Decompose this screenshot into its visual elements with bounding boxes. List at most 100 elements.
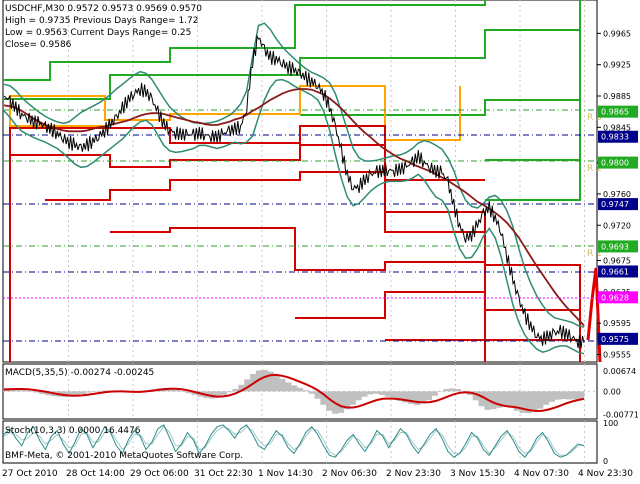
time-tick-label: 2 Nov 06:30 — [322, 469, 377, 479]
price-line — [3, 34, 585, 349]
info-header: USDCHF,M30 0.9572 0.9573 0.9569 0.9570 H… — [5, 4, 202, 50]
time-tick-label: 27 Oct 2010 — [2, 469, 58, 479]
time-tick-label: 4 Nov 23:30 — [578, 469, 633, 479]
macd-bar — [566, 391, 573, 400]
macd-tick-label: 0.00 — [603, 387, 621, 396]
macd-axis: 0.00674 0.00 -0.00771 — [603, 367, 639, 419]
macd-bar — [191, 391, 198, 395]
macd-bar — [68, 391, 75, 397]
price-tick-label: 0.9555 — [603, 351, 631, 360]
macd-bar — [255, 370, 263, 392]
macd-tick-label: -0.00771 — [603, 410, 639, 419]
macd-bar — [431, 391, 438, 396]
macd-bar — [232, 388, 239, 392]
price-tick-label: 0.9720 — [603, 221, 631, 230]
macd-bar — [449, 388, 456, 392]
macd-bar — [302, 390, 309, 392]
moving-average — [3, 88, 585, 327]
price-tick-label: 0.9595 — [603, 319, 631, 328]
stoch-main-line — [3, 424, 585, 458]
time-tick-label: 2 Nov 23:30 — [386, 469, 441, 479]
macd-bar — [74, 391, 81, 396]
red-projection — [586, 267, 602, 363]
stoch-signal-line — [3, 426, 585, 456]
stoch-grid — [68, 421, 585, 463]
main-panel-border — [2, 0, 598, 363]
info-line-high: High = 0.9735 Previous Days Range= 1.72 — [5, 16, 198, 26]
price-box — [598, 332, 638, 345]
macd-bar — [367, 391, 374, 395]
macd-bar — [285, 382, 292, 392]
macd-bar — [21, 390, 28, 392]
macd-bar — [560, 391, 567, 400]
macd-bar — [320, 391, 327, 405]
time-tick-label: 1 Nov 14:30 — [258, 469, 313, 479]
price-box — [598, 198, 638, 211]
price-box-label: 0.9628 — [601, 293, 629, 302]
info-line-low: Low = 0.9563 Current Days Range= 0.25 — [5, 28, 191, 38]
macd-bar — [261, 369, 268, 392]
macd-bar — [97, 390, 104, 392]
price-tick-label: 0.9885 — [603, 92, 631, 101]
macd-bar — [425, 391, 432, 401]
macd-bar — [402, 391, 409, 403]
macd-bar — [437, 391, 444, 392]
time-tick-label: 28 Oct 14:00 — [66, 469, 125, 479]
price-tick-label: 0.9675 — [603, 257, 631, 266]
macd-bar — [373, 391, 380, 394]
macd-bar — [519, 391, 526, 413]
macd-bar — [33, 391, 40, 393]
stoch-title: Stoch(10,3,3) 0.0000 16.4476 — [5, 426, 141, 436]
price-boxes: 0.98650.98330.98000.97470.96930.96610.96… — [598, 105, 638, 345]
macd-title: MACD(5,35,5) -0.00274 -0.00245 — [5, 368, 154, 378]
macd-tick-label: 0.00674 — [603, 367, 636, 376]
macd-bar — [226, 391, 233, 393]
price-box — [598, 291, 638, 304]
main-series — [3, 22, 585, 355]
macd-bar — [179, 391, 186, 392]
macd-bar — [185, 391, 192, 394]
price-tick-label: 0.9760 — [603, 190, 631, 199]
macd-bar — [414, 391, 421, 406]
macd-bar — [314, 391, 321, 399]
macd-series — [3, 369, 597, 414]
macd-bar — [343, 391, 350, 410]
macd-bar — [384, 391, 391, 397]
macd-bar — [490, 391, 497, 410]
macd-bar — [296, 387, 304, 392]
macd-bar — [80, 391, 87, 395]
price-box-label: 0.9575 — [601, 335, 629, 344]
bollinger-upper — [3, 22, 585, 328]
macd-bar — [27, 391, 34, 392]
bollinger-lower — [3, 78, 585, 355]
macd-bar — [15, 388, 22, 392]
stoch-series — [3, 424, 585, 458]
r2-label: R 2 — [587, 164, 602, 174]
orange-level-1 — [10, 85, 461, 141]
price-box-label: 0.9800 — [601, 159, 629, 168]
macd-bar — [542, 391, 550, 405]
macd-bar — [103, 390, 110, 392]
macd-bar — [337, 391, 345, 413]
price-box-label: 0.9693 — [601, 242, 629, 251]
macd-bar — [390, 391, 397, 399]
time-tick-label: 29 Oct 06:00 — [130, 469, 189, 479]
stoch-tick-label: 100 — [603, 419, 618, 428]
macd-bar — [531, 391, 538, 412]
price-box — [598, 240, 638, 253]
macd-bar — [238, 384, 245, 392]
macd-bar — [378, 391, 386, 395]
macd-bar — [507, 391, 514, 408]
price-box — [598, 130, 638, 143]
macd-bar — [513, 391, 520, 411]
macd-bar — [86, 391, 93, 393]
macd-bar — [91, 391, 99, 392]
macd-bar — [496, 391, 503, 408]
macd-bar — [419, 391, 427, 404]
r1-label: R 1 — [587, 249, 602, 259]
macd-bar — [537, 391, 544, 409]
info-line-close: Close= 0.9586 — [5, 40, 72, 50]
price-tick-label: 0.9845 — [603, 123, 631, 132]
price-box-label: 0.9833 — [601, 133, 629, 142]
